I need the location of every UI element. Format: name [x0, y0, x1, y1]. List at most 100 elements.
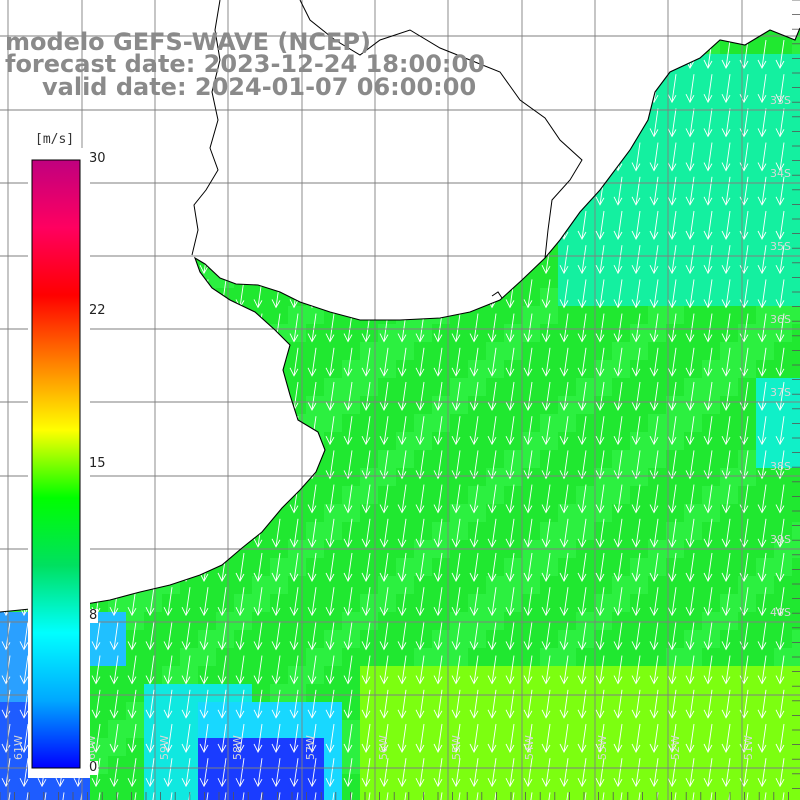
wind-arrow: [289, 552, 299, 582]
wind-arrow: [775, 108, 785, 138]
wind-arrow: [523, 416, 533, 446]
wind-arrow: [451, 552, 461, 582]
wind-arrow: [505, 484, 515, 514]
wind-arrow: [271, 723, 281, 753]
wind-arrow: [703, 621, 713, 651]
wind-arrow: [541, 518, 551, 548]
wind-arrow: [613, 450, 623, 480]
wind-arrow: [289, 587, 299, 617]
wind-arrow: [613, 552, 623, 582]
wind-arrow: [451, 347, 461, 377]
wind-arrow: [667, 758, 677, 788]
wind-arrow: [77, 792, 83, 800]
wind-arrow: [505, 518, 515, 548]
wind-arrow: [775, 39, 785, 69]
wind-arrow: [703, 552, 713, 582]
wind-arrow: [739, 723, 749, 753]
lat-label: 36S: [770, 313, 791, 326]
wind-arrow: [559, 484, 569, 514]
wind-arrow: [775, 723, 785, 753]
wind-arrow: [127, 655, 137, 685]
wind-arrow: [721, 689, 731, 719]
wind-arrow: [505, 689, 515, 719]
wind-arrow: [253, 621, 263, 651]
wind-arrow: [685, 723, 695, 753]
wind-arrow: [523, 689, 533, 719]
wind-arrow: [595, 381, 605, 411]
wind-arrow: [649, 655, 659, 685]
wind-arrow: [649, 210, 659, 240]
wind-arrow: [343, 552, 353, 582]
colorbar-tick-22: 22: [88, 303, 107, 318]
lat-label: 40S: [770, 606, 791, 619]
lon-label: 58W: [231, 735, 244, 760]
wind-arrow: [541, 484, 551, 514]
lon-label: 61W: [12, 735, 25, 760]
wind-arrow: [91, 655, 101, 685]
wind-arrow: [109, 723, 119, 753]
wind-arrow: [361, 416, 371, 446]
wind-arrow: [739, 108, 749, 138]
wind-arrow: [649, 416, 659, 446]
wind-arrow: [293, 792, 299, 800]
wind-arrow: [775, 313, 785, 343]
wind-arrow: [599, 792, 605, 800]
wind-arrow: [541, 689, 551, 719]
wind-arrow: [613, 621, 623, 651]
wind-arrow: [271, 587, 281, 617]
forecast-date: forecast date: 2023-12-24 18:00:00: [5, 50, 485, 78]
wind-arrow: [379, 347, 389, 377]
lat-label: 34S: [770, 167, 791, 180]
wind-arrow: [613, 416, 623, 446]
wind-arrow: [451, 587, 461, 617]
wind-arrow: [473, 792, 479, 800]
wind-arrow: [127, 723, 137, 753]
wind-arrow: [145, 655, 155, 685]
wind-arrow: [541, 723, 551, 753]
wind-arrow: [577, 484, 587, 514]
wind-arrow: [505, 381, 515, 411]
wind-arrow: [667, 655, 677, 685]
wind-arrow: [145, 689, 155, 719]
wind-arrow: [505, 587, 515, 617]
wind-arrow: [649, 347, 659, 377]
wind-arrow: [325, 313, 335, 343]
wind-arrow: [343, 758, 353, 788]
wind-arrow: [559, 347, 569, 377]
wind-arrow: [217, 655, 227, 685]
wind-arrow: [739, 39, 749, 69]
lon-label: 56W: [377, 735, 390, 760]
wind-arrow: [289, 689, 299, 719]
wind-arrow: [685, 313, 695, 343]
wind-arrow: [523, 518, 533, 548]
wind-arrow: [739, 552, 749, 582]
wind-arrow: [415, 552, 425, 582]
colorbar: [28, 148, 90, 778]
wind-arrow: [757, 142, 767, 172]
wind-arrow: [757, 279, 767, 309]
wind-arrow: [325, 655, 335, 685]
wind-arrow: [361, 450, 371, 480]
wind-arrow: [739, 689, 749, 719]
wind-arrow: [577, 347, 587, 377]
wind-arrow: [757, 689, 767, 719]
wind-arrow: [523, 587, 533, 617]
wind-arrow: [253, 587, 263, 617]
wind-arrow: [307, 689, 317, 719]
wind-arrow: [325, 416, 335, 446]
wind-arrow: [361, 758, 371, 788]
wind-arrow: [757, 210, 767, 240]
lon-label: 51W: [742, 735, 755, 760]
wind-arrow: [41, 792, 47, 800]
wind-arrow: [595, 416, 605, 446]
wind-arrow: [451, 689, 461, 719]
wind-arrow: [613, 279, 623, 309]
wind-arrow: [577, 587, 587, 617]
wind-arrow: [721, 450, 731, 480]
wind-arrow: [739, 74, 749, 104]
wind-arrow: [271, 689, 281, 719]
wind-arrow: [343, 621, 353, 651]
wind-arrow: [253, 552, 263, 582]
wind-arrow: [415, 381, 425, 411]
wind-arrow: [613, 518, 623, 548]
